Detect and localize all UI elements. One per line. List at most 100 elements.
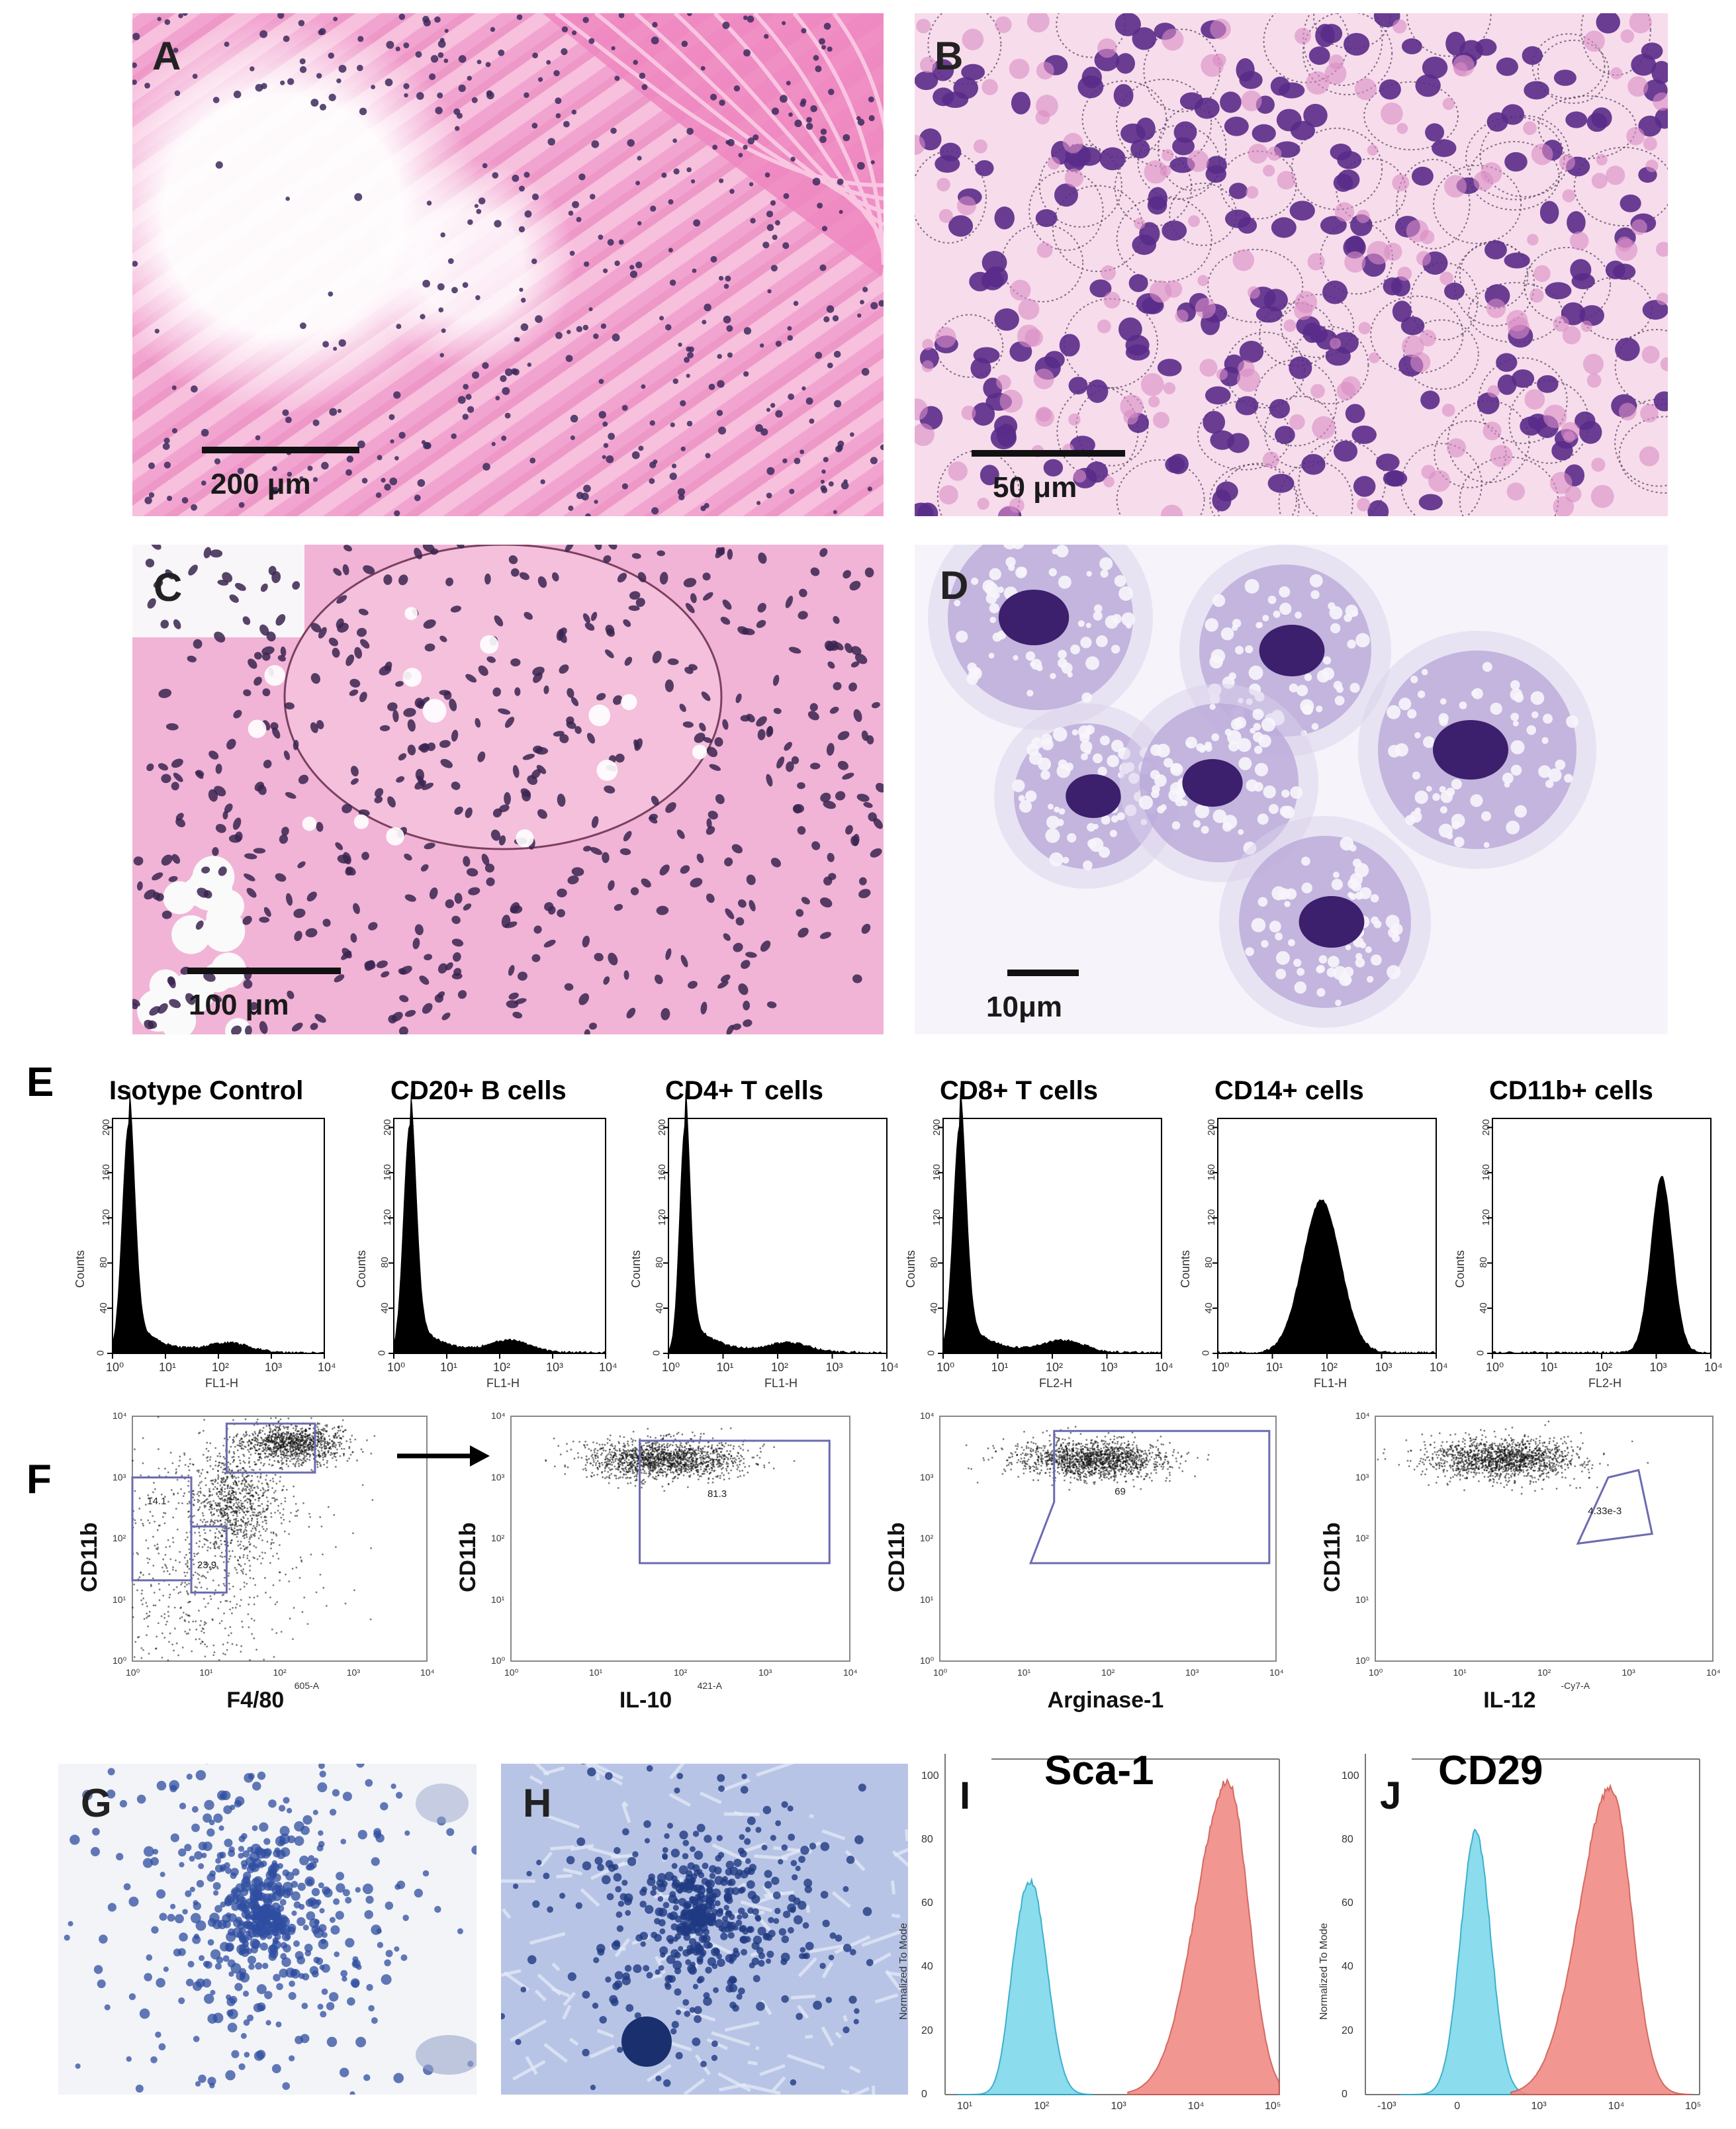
hist-e-xlabel: FL1-H — [486, 1377, 520, 1390]
hist-e-ytick: 200 — [101, 1118, 113, 1136]
hist-e-ytick: 80 — [379, 1257, 390, 1269]
hist-e-title-1: CD20+ B cells — [390, 1076, 567, 1105]
hist-e-plot-2 — [663, 1087, 888, 1359]
flow-f-xlabel: IL-12 — [1483, 1688, 1536, 1713]
hist-j-xtick: 10⁵ — [1685, 2101, 1702, 2112]
flow-f-detector: -Cy7-A — [1561, 1680, 1590, 1691]
hist-e-xlabel: FL1-H — [1314, 1377, 1348, 1390]
hist-e-ytick: 40 — [97, 1302, 109, 1314]
flow-f-xtick: 10⁴ — [1269, 1667, 1284, 1678]
hist-e-ytick: 160 — [1206, 1163, 1218, 1181]
hist-e-xtick: 10³ — [1100, 1361, 1118, 1374]
hist-e-xtick: 10⁰ — [387, 1361, 406, 1374]
flow-f-ytick: 10² — [1355, 1533, 1369, 1543]
hist-e-xtick: 10¹ — [991, 1361, 1009, 1374]
hist-e-ylabel: Counts — [355, 1249, 368, 1288]
hist-e-ytick: 40 — [379, 1302, 390, 1314]
panel-j-title: CD29 — [1438, 1748, 1543, 1793]
hist-i-ytick: 100 — [921, 1770, 939, 1782]
flow-f-ylabel: CD11b — [77, 1522, 102, 1593]
hist-e-ylabel: Counts — [73, 1249, 87, 1288]
hist-e-title-4: CD14+ cells — [1214, 1076, 1364, 1105]
hist-e-ytick: 40 — [653, 1302, 665, 1314]
hist-e-ylabel: Counts — [904, 1249, 917, 1288]
hist-e-ytick: 120 — [1481, 1209, 1492, 1226]
flow-f-ytick: 10⁴ — [920, 1410, 935, 1421]
panel-a-micrograph — [132, 13, 884, 516]
hist-e-xtick: 10⁴ — [318, 1361, 336, 1374]
panel-i-title: Sca-1 — [1044, 1748, 1154, 1793]
hist-e-ytick: 200 — [1206, 1118, 1218, 1136]
hist-e-xlabel: FL2-H — [1039, 1377, 1073, 1390]
flow-f-xtick: 10¹ — [199, 1667, 213, 1678]
section-f-label: F — [26, 1457, 52, 1502]
hist-e-ytick: 120 — [657, 1209, 668, 1226]
hist-e-xtick: 10² — [1320, 1361, 1338, 1374]
hist-e-xtick: 10⁴ — [1430, 1361, 1448, 1374]
gating-arrow — [397, 1445, 490, 1467]
hist-e-ytick: 0 — [651, 1350, 662, 1356]
hist-e-ytick: 200 — [657, 1118, 668, 1136]
flow-f-xtick: 10² — [1101, 1667, 1115, 1678]
hist-i-ytick: 60 — [921, 1897, 933, 1909]
hist-i-ytick: 0 — [921, 2089, 927, 2100]
hist-e-ylabel: Counts — [1179, 1249, 1192, 1288]
hist-j-ytick: 20 — [1342, 2024, 1353, 2036]
hist-e-xtick: 10¹ — [1265, 1361, 1283, 1374]
hist-i-series-0 — [957, 1877, 1093, 2095]
hist-e-xtick: 10² — [1046, 1361, 1064, 1374]
hist-e-xtick: 10³ — [1375, 1361, 1393, 1374]
hist-e-xtick: 10⁰ — [937, 1361, 955, 1374]
panel-c-scale-text: 100 μm — [189, 989, 289, 1021]
hist-i-xtick: 10³ — [1111, 2101, 1126, 2112]
flow-f-ytick: 10¹ — [491, 1594, 505, 1605]
flow-f-xtick: 10² — [674, 1667, 688, 1678]
flow-f-xtick: 10¹ — [589, 1667, 603, 1678]
flow-f-xtick: 10⁰ — [126, 1667, 140, 1678]
flow-f-ytick: 10⁰ — [491, 1655, 506, 1666]
flow-f-ylabel: CD11b — [455, 1522, 480, 1593]
hist-i-xtick: 10⁵ — [1265, 2101, 1281, 2112]
hist-j-xtick: 10⁴ — [1608, 2101, 1625, 2112]
panel-b-scale-text: 50 μm — [993, 471, 1077, 504]
flow-f-detector: 605-A — [294, 1680, 320, 1691]
hist-i-xtick: 10² — [1034, 2101, 1050, 2112]
hist-j-plot — [1365, 1754, 1700, 2095]
hist-e-ytick: 40 — [1203, 1302, 1214, 1314]
hist-j-ytick: 60 — [1342, 1897, 1353, 1909]
flow-f-ytick: 10¹ — [920, 1594, 934, 1605]
hist-e-ylabel: Counts — [629, 1249, 643, 1288]
hist-j-xtick: 0 — [1454, 2101, 1461, 2112]
hist-e-ytick: 200 — [931, 1118, 943, 1136]
hist-e-title-0: Isotype Control — [109, 1076, 304, 1105]
hist-e-xtick: 10³ — [825, 1361, 843, 1374]
panel-g-micrograph — [58, 1764, 477, 2095]
panel-d-scale-text: 10μm — [986, 991, 1062, 1023]
hist-e-ytick: 80 — [928, 1257, 940, 1269]
hist-i-plot — [944, 1754, 1281, 2095]
hist-i-series-1 — [1127, 1778, 1281, 2095]
hist-e-xtick: 10² — [1595, 1361, 1613, 1374]
hist-e-xtick: 10¹ — [1540, 1361, 1558, 1374]
hist-e-ylabel: Counts — [1453, 1249, 1467, 1288]
hist-e-xtick: 10⁰ — [1211, 1361, 1230, 1374]
hist-e-ytick: 0 — [925, 1350, 937, 1356]
hist-e-xtick: 10² — [771, 1361, 789, 1374]
hist-e-ytick: 160 — [101, 1163, 113, 1181]
hist-e-ytick: 80 — [1477, 1257, 1489, 1269]
panel-h-micrograph — [501, 1764, 908, 2095]
flow-f-ytick: 10² — [491, 1533, 505, 1543]
hist-e-xtick: 10⁰ — [662, 1361, 680, 1374]
flow-f-xlabel: F4/80 — [226, 1688, 285, 1713]
flow-f-xtick: 10⁰ — [933, 1667, 948, 1678]
hist-i-ytick: 80 — [921, 1833, 933, 1845]
panel-b-micrograph — [915, 13, 1668, 516]
hist-e-ytick: 80 — [97, 1257, 109, 1269]
panel-c-scale-bar — [187, 968, 341, 974]
hist-e-ytick: 40 — [928, 1302, 940, 1314]
panel-d-scale-bar — [1007, 970, 1079, 976]
panel-g-colony-texture — [64, 1764, 477, 2095]
hist-e-xlabel: FL1-H — [205, 1377, 239, 1390]
hist-e-ytick: 0 — [1475, 1350, 1486, 1356]
hist-e-xtick: 10¹ — [440, 1361, 458, 1374]
